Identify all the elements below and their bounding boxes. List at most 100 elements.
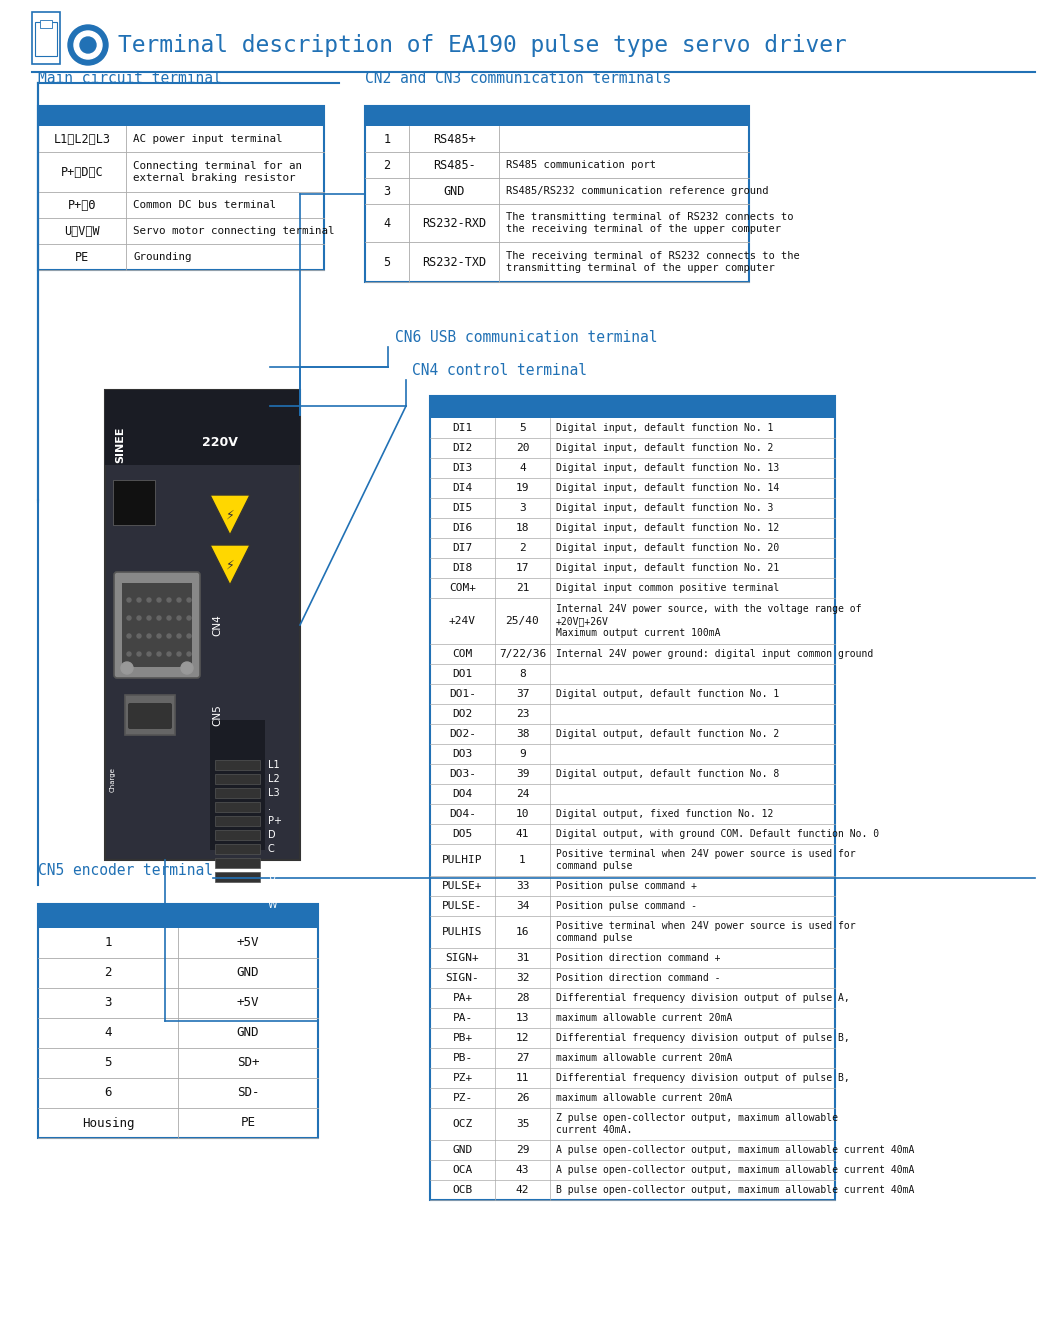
Text: 6: 6 [104,1087,112,1100]
Text: Differential frequency division output of pulse A,: Differential frequency division output o… [556,993,849,1004]
Text: PULHIP: PULHIP [443,855,483,866]
Text: 1: 1 [104,937,112,950]
Text: 37: 37 [516,689,530,699]
FancyBboxPatch shape [32,12,60,64]
FancyBboxPatch shape [430,498,834,519]
Text: Common DC bus terminal: Common DC bus terminal [133,200,276,210]
Text: PULSE-: PULSE- [443,900,483,911]
FancyBboxPatch shape [430,784,834,804]
FancyBboxPatch shape [430,1008,834,1028]
Text: ⚡: ⚡ [226,559,234,571]
FancyBboxPatch shape [430,1048,834,1068]
Text: RS232-TXD: RS232-TXD [421,256,486,268]
Text: 220V: 220V [202,436,238,449]
Circle shape [127,598,131,602]
FancyBboxPatch shape [365,151,749,178]
Text: 24: 24 [516,789,530,799]
Text: Digital input, default function No. 20: Digital input, default function No. 20 [556,543,779,553]
Text: DO2: DO2 [452,709,472,720]
Text: L2: L2 [268,775,280,784]
FancyBboxPatch shape [430,844,834,876]
Text: CN2 and CN3 communication terminals: CN2 and CN3 communication terminals [365,71,671,86]
Text: 4: 4 [519,464,526,473]
Text: GND: GND [237,1026,259,1040]
Text: 16: 16 [516,927,530,937]
Circle shape [177,653,181,657]
Text: 19: 19 [516,482,530,493]
Text: 2: 2 [383,158,391,172]
Text: 41: 41 [516,829,530,839]
Circle shape [167,598,170,602]
Text: CN5: CN5 [212,704,222,726]
Text: 4: 4 [104,1026,112,1040]
Circle shape [137,616,141,620]
FancyBboxPatch shape [105,390,300,860]
Text: 32: 32 [516,973,530,984]
Text: DO3: DO3 [452,749,472,758]
Text: GND: GND [237,966,259,980]
FancyBboxPatch shape [430,1088,834,1108]
Text: DO1-: DO1- [449,689,475,699]
FancyBboxPatch shape [365,126,749,151]
Text: 17: 17 [516,563,530,574]
Text: PZ-: PZ- [452,1093,472,1103]
FancyBboxPatch shape [430,397,834,418]
FancyBboxPatch shape [430,418,834,438]
Text: PB+: PB+ [452,1033,472,1043]
Text: 38: 38 [516,729,530,738]
FancyBboxPatch shape [38,958,318,988]
Text: Position direction command -: Position direction command - [556,973,720,984]
Text: PA-: PA- [452,1013,472,1022]
Circle shape [68,25,108,66]
Text: 26: 26 [516,1093,530,1103]
Text: P+: P+ [268,816,282,825]
Text: 28: 28 [516,993,530,1004]
FancyBboxPatch shape [365,243,749,281]
Text: SIGN+: SIGN+ [446,953,480,963]
Text: 1: 1 [383,133,391,146]
Text: Digital input, default function No. 12: Digital input, default function No. 12 [556,523,779,533]
Circle shape [137,598,141,602]
Text: OCB: OCB [452,1185,472,1195]
Text: SINEE: SINEE [115,426,125,464]
Text: DI3: DI3 [452,464,472,473]
Circle shape [137,653,141,657]
Text: 7/22/36: 7/22/36 [499,649,546,659]
Text: Digital input common positive terminal: Digital input common positive terminal [556,583,779,594]
FancyBboxPatch shape [430,764,834,784]
Text: 5: 5 [519,423,526,433]
FancyBboxPatch shape [122,583,192,667]
FancyBboxPatch shape [38,929,318,958]
Circle shape [74,31,102,59]
Text: W: W [268,900,277,910]
Text: D: D [268,829,275,840]
Text: 2: 2 [104,966,112,980]
FancyBboxPatch shape [128,704,172,729]
FancyBboxPatch shape [430,804,834,824]
Text: 27: 27 [516,1053,530,1063]
FancyBboxPatch shape [430,1140,834,1160]
FancyBboxPatch shape [215,844,261,854]
FancyBboxPatch shape [430,967,834,988]
Circle shape [177,634,181,638]
Circle shape [121,662,133,674]
Text: B pulse open-collector output, maximum allowable current 40mA: B pulse open-collector output, maximum a… [556,1185,914,1195]
FancyBboxPatch shape [365,204,749,243]
Text: 18: 18 [516,523,530,533]
Text: Terminal description of EA190 pulse type servo driver: Terminal description of EA190 pulse type… [118,34,847,56]
Text: 1: 1 [519,855,526,866]
Text: ⚡: ⚡ [226,508,234,521]
Text: Position direction command +: Position direction command + [556,953,720,963]
Text: L1: L1 [268,760,280,770]
Text: PA+: PA+ [452,993,472,1004]
FancyBboxPatch shape [430,598,834,645]
FancyBboxPatch shape [215,775,261,784]
Text: PULSE+: PULSE+ [443,880,483,891]
Text: maximum allowable current 20mA: maximum allowable current 20mA [556,1093,732,1103]
Circle shape [167,616,170,620]
Text: DI1: DI1 [452,423,472,433]
Text: A pulse open-collector output, maximum allowable current 40mA: A pulse open-collector output, maximum a… [556,1164,914,1175]
Circle shape [187,598,191,602]
Text: C: C [268,844,274,854]
FancyBboxPatch shape [430,519,834,537]
